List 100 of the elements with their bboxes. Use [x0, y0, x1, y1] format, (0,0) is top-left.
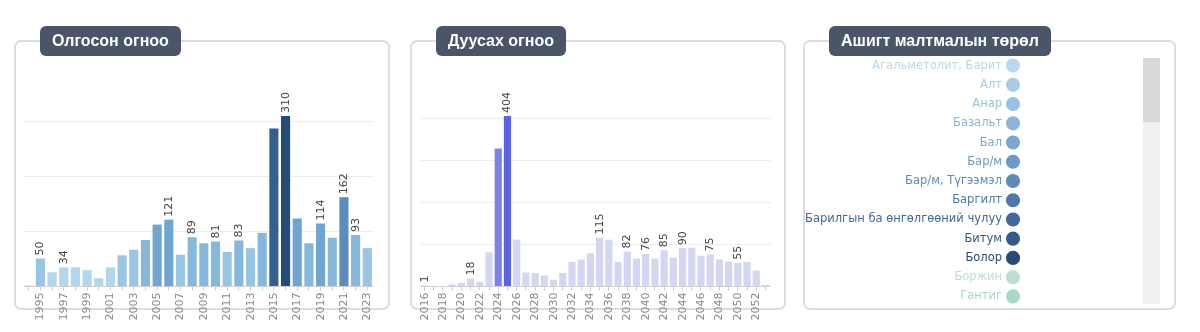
- bar: [697, 255, 705, 286]
- x-tick-label: 2048: [712, 292, 726, 321]
- bar: [743, 262, 751, 286]
- bar: [164, 219, 174, 286]
- x-tick-label: 2016: [417, 292, 431, 321]
- bar: [94, 278, 104, 286]
- data-label: 82: [620, 234, 634, 249]
- x-tick-label: 2007: [173, 292, 187, 321]
- bar: [175, 254, 186, 286]
- bar: [316, 223, 326, 286]
- bar: [596, 237, 604, 286]
- bar: [117, 255, 127, 286]
- bar: [586, 253, 594, 286]
- x-tick-label: 2026: [509, 292, 523, 321]
- x-tick-label: 2013: [243, 292, 257, 321]
- x-tick-label: 2003: [126, 292, 140, 321]
- x-tick-label: 2050: [730, 292, 744, 321]
- data-label: 89: [185, 220, 199, 235]
- category-label: Барилгын ба өнгөлгөөний чулуу: [805, 211, 1003, 226]
- x-tick-label: 2005: [150, 292, 164, 321]
- bar: [47, 272, 57, 286]
- x-tick-label: 2038: [620, 292, 634, 321]
- x-tick-label: 2028: [528, 292, 542, 321]
- bar: [632, 258, 641, 286]
- bar: [362, 248, 372, 286]
- x-tick-label: 2032: [564, 292, 578, 321]
- data-label: 121: [161, 195, 175, 217]
- bar: [605, 239, 613, 286]
- x-tick-label: 2009: [196, 292, 210, 321]
- category-label: Боржин: [954, 269, 1002, 284]
- data-label: 76: [638, 237, 652, 252]
- category-label: Бар/м, Түгээмэл: [905, 173, 1002, 187]
- bar: [678, 248, 687, 286]
- bar: [245, 248, 256, 286]
- bar: [199, 243, 209, 286]
- bar: [351, 235, 361, 286]
- bar: [129, 249, 139, 286]
- category-label: Бар/м: [967, 153, 1002, 168]
- bar: [642, 254, 650, 286]
- x-tick-label: 2020: [454, 292, 468, 321]
- bar: [140, 239, 151, 286]
- bar: [688, 247, 696, 286]
- x-tick-label: 1999: [80, 292, 94, 321]
- bar: [467, 278, 475, 286]
- bar: [457, 283, 465, 286]
- bar: [269, 128, 279, 286]
- bar: [339, 197, 349, 286]
- data-label: 93: [348, 218, 362, 232]
- bar: [152, 224, 162, 286]
- category-label: Гантиг: [960, 288, 1002, 303]
- x-tick-label: 2052: [749, 292, 763, 321]
- bar: [503, 116, 512, 286]
- data-label: 115: [592, 213, 606, 235]
- data-label: 162: [336, 173, 350, 195]
- bar: [327, 237, 337, 286]
- bar: [292, 218, 302, 286]
- category-label: Агальметолит, Барит: [872, 57, 1003, 72]
- data-label: 85: [657, 233, 671, 248]
- bar: [568, 262, 576, 286]
- bar: [660, 250, 668, 286]
- bar: [70, 267, 80, 286]
- x-tick-label: 1995: [33, 292, 47, 321]
- x-tick-label: 2022: [472, 292, 486, 321]
- x-tick-label: 2001: [103, 292, 117, 321]
- bar: [531, 272, 539, 286]
- x-tick-label: 2011: [220, 292, 234, 321]
- chart-title: Дуусах огноо: [436, 26, 566, 56]
- bar: [577, 259, 585, 286]
- x-tick-label: 2034: [583, 292, 597, 321]
- bar: [281, 116, 291, 286]
- category-label: Бал: [979, 134, 1002, 149]
- bar: [623, 251, 631, 286]
- x-tick-label: 2019: [313, 292, 327, 321]
- category-label: Битум: [964, 230, 1002, 245]
- bar: [82, 270, 92, 286]
- data-label: 50: [33, 241, 47, 256]
- text: Ашигт малтмалын төрөл: [829, 26, 1051, 56]
- bar: [651, 258, 659, 286]
- data-label: 114: [313, 199, 327, 221]
- x-tick-label: 1997: [56, 292, 70, 321]
- bar: [522, 272, 530, 286]
- category-label: Алт: [980, 76, 1003, 91]
- bar: [234, 240, 244, 286]
- x-tick-label: 2046: [693, 292, 707, 321]
- bar: [485, 252, 493, 286]
- data-label: 75: [703, 237, 717, 252]
- x-tick-label: 2040: [638, 292, 652, 321]
- bar: [706, 254, 714, 286]
- chart-title: Олгосон огноо: [40, 26, 181, 56]
- bar: [540, 275, 548, 286]
- bar: [734, 262, 742, 286]
- bar: [35, 258, 45, 286]
- data-label: 34: [56, 250, 70, 265]
- data-label: 81: [208, 224, 222, 239]
- data-label: 55: [730, 245, 744, 260]
- x-tick-label: 2024: [491, 292, 505, 321]
- bar: [715, 259, 723, 286]
- bar: [494, 148, 502, 286]
- data-label: 404: [500, 92, 514, 113]
- bar: [210, 241, 221, 286]
